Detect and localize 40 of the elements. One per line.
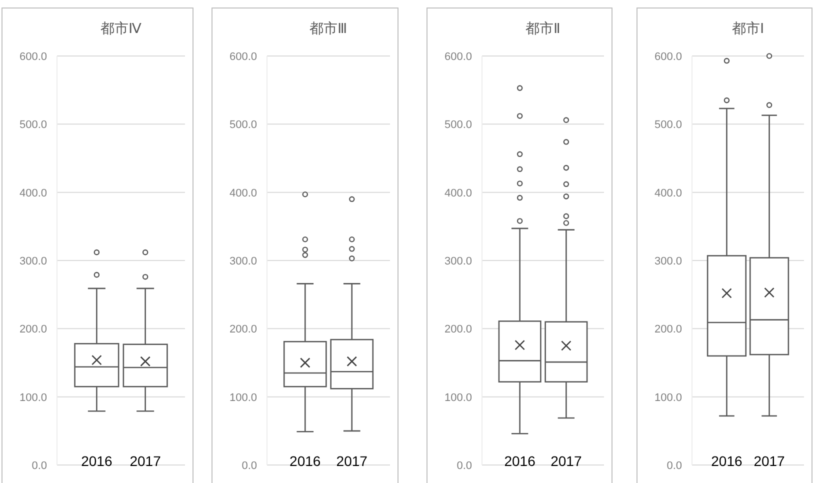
x-tick-label: 2016 <box>81 453 112 469</box>
y-tick-label: 200.0 <box>444 324 472 336</box>
y-tick-label: 200.0 <box>229 324 257 336</box>
y-tick-label: 400.0 <box>654 187 682 200</box>
y-tick-label: 300.0 <box>229 256 257 268</box>
y-tick-label: 600.0 <box>654 51 682 63</box>
x-tick-label: 2017 <box>754 453 786 469</box>
y-tick-label: 600.0 <box>19 51 47 63</box>
y-tick-label: 400.0 <box>444 187 472 200</box>
y-tick-label: 500.0 <box>229 119 257 132</box>
chart-title: 都市Ⅱ <box>526 20 560 36</box>
y-tick-label: 0.0 <box>456 460 472 472</box>
chart-title: 都市Ⅳ <box>100 20 142 36</box>
y-tick-label: 500.0 <box>654 119 682 132</box>
x-tick-label: 2017 <box>130 453 162 469</box>
y-tick-label: 300.0 <box>444 256 472 268</box>
y-tick-label: 600.0 <box>229 51 257 63</box>
y-tick-label: 600.0 <box>444 51 472 63</box>
y-tick-label: 0.0 <box>242 460 257 472</box>
y-tick-label: 100.0 <box>444 392 472 404</box>
y-tick-label: 100.0 <box>654 392 682 404</box>
x-tick-label: 2016 <box>711 453 742 469</box>
x-tick-label: 2016 <box>504 453 536 469</box>
x-tick-label: 2017 <box>336 453 368 469</box>
y-tick-label: 500.0 <box>19 119 47 132</box>
chart-title: 都市Ⅰ <box>732 20 764 36</box>
y-tick-label: 0.0 <box>32 460 47 472</box>
y-tick-label: 100.0 <box>19 392 47 404</box>
y-tick-label: 500.0 <box>444 119 472 132</box>
y-tick-label: 400.0 <box>19 187 47 200</box>
chart-title: 都市Ⅲ <box>310 20 348 36</box>
y-tick-label: 200.0 <box>19 324 47 336</box>
y-tick-label: 300.0 <box>19 256 47 268</box>
x-tick-label: 2016 <box>290 453 321 469</box>
y-tick-label: 100.0 <box>229 392 257 404</box>
y-tick-label: 200.0 <box>654 324 682 336</box>
y-tick-label: 0.0 <box>666 460 682 472</box>
y-tick-label: 400.0 <box>229 187 257 200</box>
x-tick-label: 2017 <box>550 453 582 469</box>
y-tick-label: 300.0 <box>654 256 682 268</box>
